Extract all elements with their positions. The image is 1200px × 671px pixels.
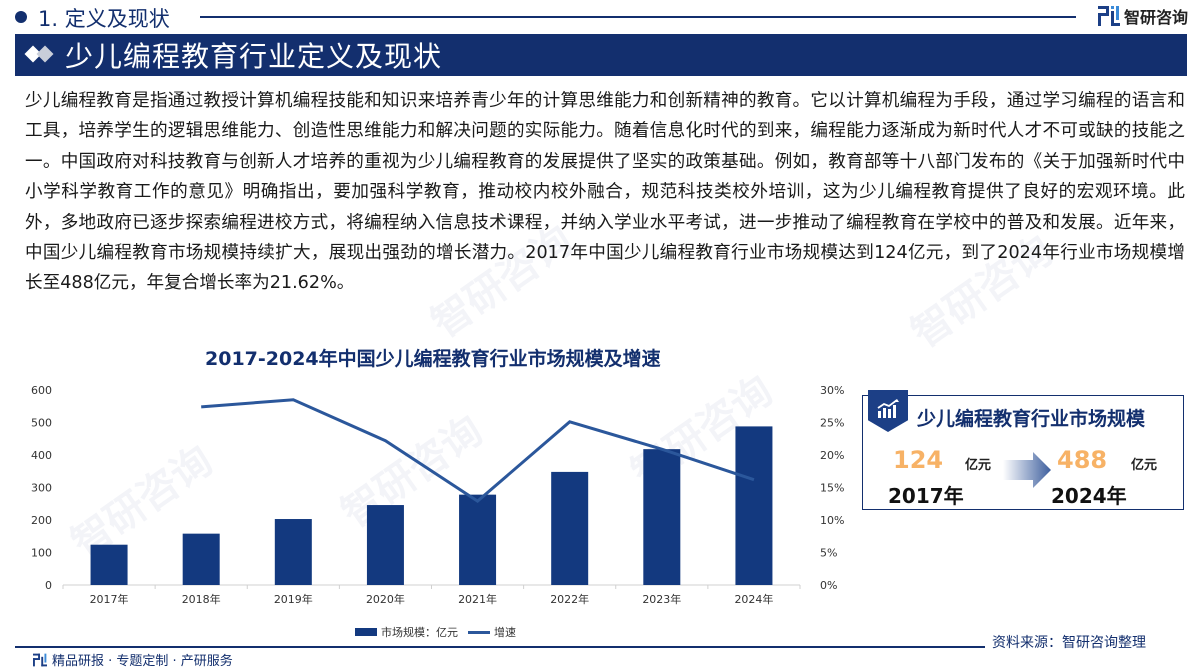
body-paragraph: 少儿编程教育是指通过教授计算机编程技能和知识来培养青少年的计算思维能力和创新精神… (25, 91, 1185, 294)
bar (735, 426, 773, 585)
kpi-flag (868, 390, 908, 432)
x-axis-label: 2020年 (366, 592, 405, 606)
kpi-card: 少儿编程教育行业市场规模 124 亿元 2017年 488 亿元 2024年 (862, 390, 1184, 510)
diamond-icon (23, 45, 63, 65)
footer-divider (15, 646, 985, 648)
section-header: 1. 定义及现状 智研咨询 (0, 0, 1200, 34)
bar (366, 505, 404, 585)
x-axis-label: 2021年 (458, 592, 497, 606)
bar (459, 494, 497, 585)
source-note: 资料来源：智研咨询整理 (992, 635, 1146, 651)
bar (551, 471, 589, 585)
x-axis-label: 2024年 (734, 592, 773, 606)
left-axis-tick: 600 (31, 384, 52, 397)
left-axis-tick: 500 (31, 417, 52, 430)
chart-title: 2017-2024年中国少儿编程教育行业市场规模及增速 (205, 348, 661, 370)
kpi-end-unit: 亿元 (1131, 458, 1158, 473)
arrow-right-icon (1003, 452, 1051, 488)
kpi-start-value: 124 (893, 446, 944, 474)
kpi-title: 少儿编程教育行业市场规模 (917, 408, 1146, 430)
kpi-start-year: 2017年 (888, 484, 964, 508)
chart-legend: 市场规模：亿元 增速 (355, 624, 516, 640)
right-axis-tick: 5% (820, 547, 837, 560)
legend-item-line: 增速 (468, 624, 516, 640)
footer-tagline: 精品研报 · 专题定制 · 产研服务 (52, 654, 233, 669)
line-swatch-icon (468, 630, 490, 634)
left-axis-tick: 0 (45, 579, 52, 592)
legend-label: 市场规模：亿元 (381, 626, 458, 639)
left-axis-tick: 200 (31, 514, 52, 527)
bullet-icon (15, 11, 27, 23)
brand: 智研咨询 (1098, 4, 1188, 28)
right-axis-tick: 15% (820, 482, 844, 495)
legend-label: 增速 (494, 626, 516, 639)
kpi-end-year: 2024年 (1051, 484, 1127, 508)
section-label: 1. 定义及现状 (38, 7, 170, 31)
legend-item-bar: 市场规模：亿元 (355, 624, 458, 640)
bar (274, 519, 312, 585)
x-axis-label: 2023年 (642, 592, 681, 606)
right-axis-tick: 20% (820, 449, 844, 462)
brand-logo-icon (33, 653, 47, 666)
growth-line (201, 398, 755, 504)
growth-chart-icon (877, 399, 899, 418)
right-axis-tick: 0% (820, 579, 837, 592)
right-axis-tick: 30% (820, 384, 844, 397)
right-axis-tick: 25% (820, 417, 844, 430)
x-axis-label: 2019年 (274, 592, 313, 606)
x-axis-label: 2018年 (182, 592, 221, 606)
left-axis-tick: 100 (31, 547, 52, 560)
bar (90, 544, 128, 585)
kpi-start-unit: 亿元 (965, 458, 992, 473)
right-axis-tick: 10% (820, 514, 844, 527)
x-axis-label: 2017年 (90, 592, 129, 606)
brand-logo-icon (1098, 6, 1120, 26)
bar (182, 533, 220, 585)
combo-chart: 0 100 200 300 400 500 600 0% 5% 10% 15% 20% 25% 30% 20… (31, 384, 844, 606)
footer: 精品研报 · 专题定制 · 产研服务 (33, 650, 233, 669)
bar (643, 449, 681, 585)
bar-swatch-icon (355, 628, 377, 636)
x-axis-label: 2022年 (550, 592, 589, 606)
left-axis-tick: 400 (31, 449, 52, 462)
brand-name: 智研咨询 (1124, 8, 1189, 27)
left-axis-tick: 300 (31, 482, 52, 495)
title-bar: 少儿编程教育行业定义及现状 (15, 34, 1187, 76)
divider (200, 16, 1076, 18)
kpi-end-value: 488 (1057, 446, 1108, 474)
page-title: 少儿编程教育行业定义及现状 (65, 40, 443, 73)
